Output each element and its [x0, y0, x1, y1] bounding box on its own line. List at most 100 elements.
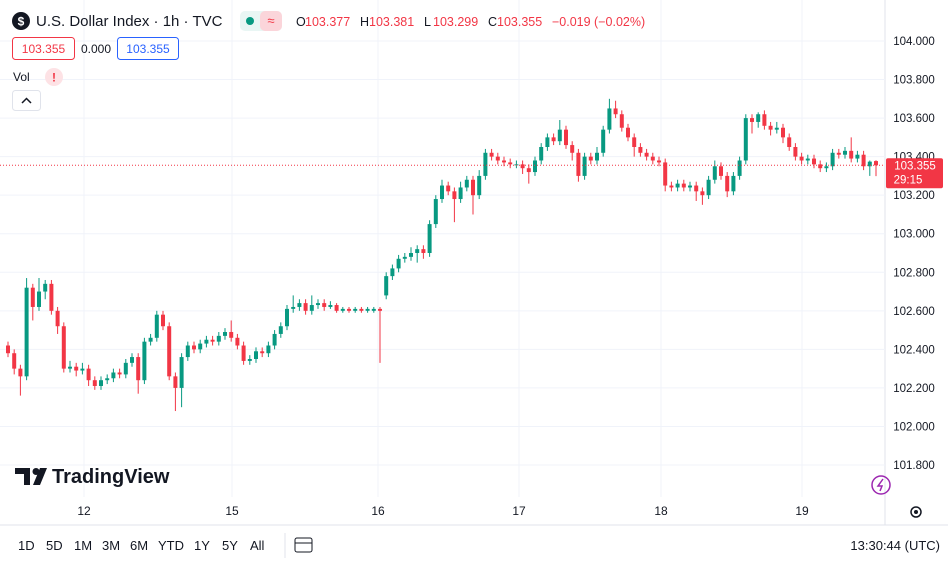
y-tick-label: 102.000 [893, 421, 935, 433]
candle-body [148, 337, 153, 342]
candle-body [533, 160, 537, 173]
candle-body [136, 357, 141, 381]
candle-body [824, 166, 829, 169]
settings-icon[interactable] [910, 506, 922, 518]
candle-body [30, 287, 35, 307]
ideas-glyph [876, 478, 884, 492]
candle-body [154, 314, 159, 338]
candle-body [402, 256, 407, 259]
y-tick-label: 104.000 [893, 36, 935, 48]
x-tick-label: 15 [225, 504, 239, 518]
y-tick-label: 103.200 [893, 190, 935, 202]
candle-body [80, 368, 85, 371]
candle-body [37, 291, 41, 307]
volume-label[interactable]: Vol [13, 70, 30, 84]
candle-body [483, 152, 488, 176]
range-button[interactable]: 5Y [222, 538, 238, 553]
candle-body [210, 339, 215, 342]
candle-body [812, 158, 816, 165]
candle-body [353, 308, 358, 311]
ask-box[interactable] [117, 37, 179, 60]
candle-body [650, 156, 655, 161]
candle-body [12, 353, 17, 369]
candle-body [316, 303, 320, 306]
candle-body [477, 175, 482, 196]
candle-body [867, 161, 872, 167]
candle-body [731, 175, 736, 192]
ohlc-value: 103.355 [497, 15, 542, 29]
range-button[interactable]: YTD [158, 538, 184, 553]
data-delay[interactable] [260, 11, 282, 31]
ideas-icon[interactable] [871, 475, 891, 495]
candle-body [719, 166, 723, 176]
candle-body [303, 303, 308, 311]
candle-body [762, 114, 767, 126]
candle-body [55, 310, 60, 327]
y-tick-label: 102.200 [893, 383, 935, 395]
candle-body [334, 305, 339, 311]
candle-body [254, 351, 258, 359]
candle-body [781, 127, 785, 138]
candle-body [675, 183, 680, 188]
candle-body [6, 345, 10, 354]
candle-body [495, 156, 500, 161]
candle-body [229, 332, 234, 338]
y-tick-label: 103.000 [893, 229, 935, 241]
candle-body [750, 118, 754, 122]
candle-body [694, 185, 699, 192]
warning-glyph: ! [52, 71, 56, 85]
candle-body [198, 343, 203, 350]
range-button[interactable]: 3M [102, 538, 120, 553]
range-button[interactable]: 1M [74, 538, 92, 553]
collapse-icon [21, 97, 32, 104]
ask-price: 103.355 [126, 42, 170, 56]
candle-body [471, 179, 475, 196]
symbol-icon-glyph: $ [18, 15, 25, 29]
collapse-button[interactable] [12, 90, 41, 111]
ohlc-letter: H [360, 15, 369, 29]
candle-body [74, 366, 79, 371]
candle-body [669, 185, 674, 188]
candle-body [818, 164, 823, 169]
ohlc-letter: C [488, 15, 497, 29]
candle-body [632, 137, 637, 147]
candle-body [520, 164, 525, 169]
volume-warning[interactable] [45, 68, 63, 86]
date-range-icon[interactable] [294, 537, 313, 553]
symbol-icon[interactable] [12, 12, 30, 30]
bid-price: 103.355 [22, 42, 66, 56]
bid-box[interactable] [12, 37, 75, 60]
candle-body [601, 129, 606, 153]
candle-body [712, 166, 717, 180]
candle-body [105, 378, 110, 381]
range-button[interactable]: All [250, 538, 265, 553]
symbol-title[interactable]: U.S. Dollar Index · 1h · TVC [36, 13, 223, 30]
candle-body [607, 108, 612, 130]
spread: 0.000 [81, 42, 111, 56]
y-tick-label: 102.800 [893, 267, 935, 279]
candle-body [638, 147, 643, 153]
clock[interactable]: 13:30:44 (UTC) [850, 538, 940, 553]
range-button[interactable]: 1Y [194, 538, 210, 553]
candle-body [706, 179, 711, 196]
range-button[interactable]: 5D [46, 538, 63, 553]
candle-body [18, 368, 23, 377]
x-tick-label: 19 [795, 504, 809, 518]
candle-body [756, 114, 761, 122]
candle-body [433, 199, 438, 225]
y-tick-label: 102.400 [893, 344, 935, 356]
candle-body [849, 150, 854, 159]
candle-body [737, 160, 742, 176]
ohlc-letter: L [424, 15, 431, 29]
candle-body [489, 152, 494, 157]
candle-body [768, 125, 773, 130]
candle-body [371, 308, 376, 311]
range-button[interactable]: 1D [18, 538, 35, 553]
candle-body [774, 127, 779, 130]
candle-body [508, 162, 513, 165]
range-button[interactable]: 6M [130, 538, 148, 553]
candle-body [396, 258, 401, 269]
candle-body [502, 160, 506, 163]
candle-body [142, 341, 147, 381]
